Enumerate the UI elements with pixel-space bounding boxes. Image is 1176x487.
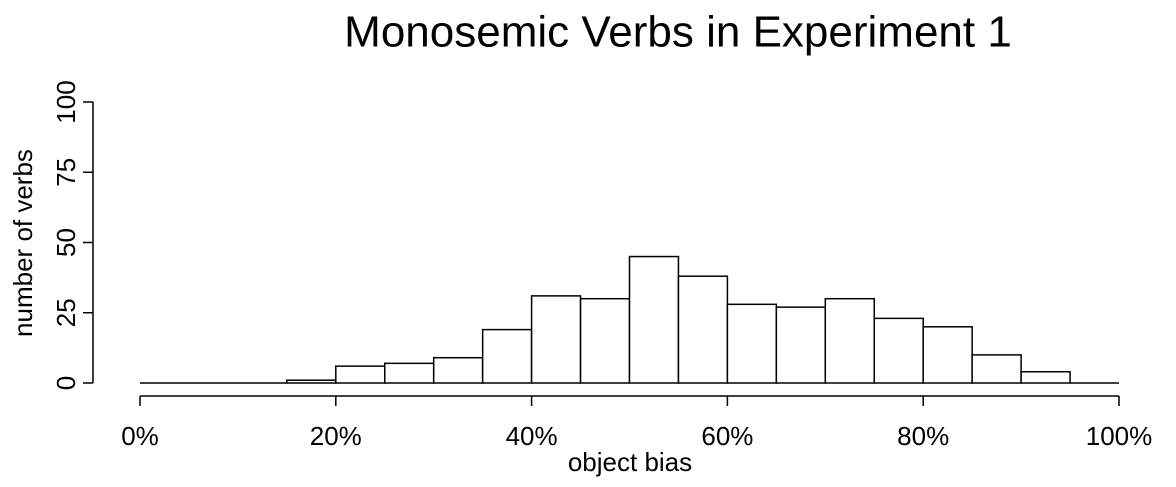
y-tick-label: 0 <box>51 376 81 390</box>
y-tick-label: 25 <box>51 298 81 327</box>
bar <box>726 303 778 384</box>
bar <box>1020 371 1071 384</box>
x-axis-label: object bias <box>568 447 692 477</box>
bar <box>775 306 827 384</box>
x-tick-label: 20% <box>310 421 362 451</box>
bar <box>384 362 435 384</box>
x-tick-label: 60% <box>701 421 753 451</box>
bar <box>335 365 386 384</box>
chart-title: Monosemic Verbs in Experiment 1 <box>344 8 1012 57</box>
y-tick-label: 50 <box>51 228 81 257</box>
bar <box>432 356 484 384</box>
bar <box>286 379 337 384</box>
bar <box>824 297 875 384</box>
bar <box>677 275 729 384</box>
x-tick-label: 100% <box>1086 421 1153 451</box>
y-axis-label: number of verbs <box>8 149 38 337</box>
bar <box>530 295 582 384</box>
bar <box>873 317 924 384</box>
x-tick-label: 80% <box>897 421 949 451</box>
y-tick-label: 100 <box>51 80 81 123</box>
bar <box>922 326 973 384</box>
y-tick-label: 75 <box>51 158 81 187</box>
x-tick-label: 0% <box>121 421 159 451</box>
bar <box>628 255 680 384</box>
bar <box>481 328 533 384</box>
bar <box>579 297 631 384</box>
x-tick-label: 40% <box>506 421 558 451</box>
bar <box>971 354 1022 384</box>
